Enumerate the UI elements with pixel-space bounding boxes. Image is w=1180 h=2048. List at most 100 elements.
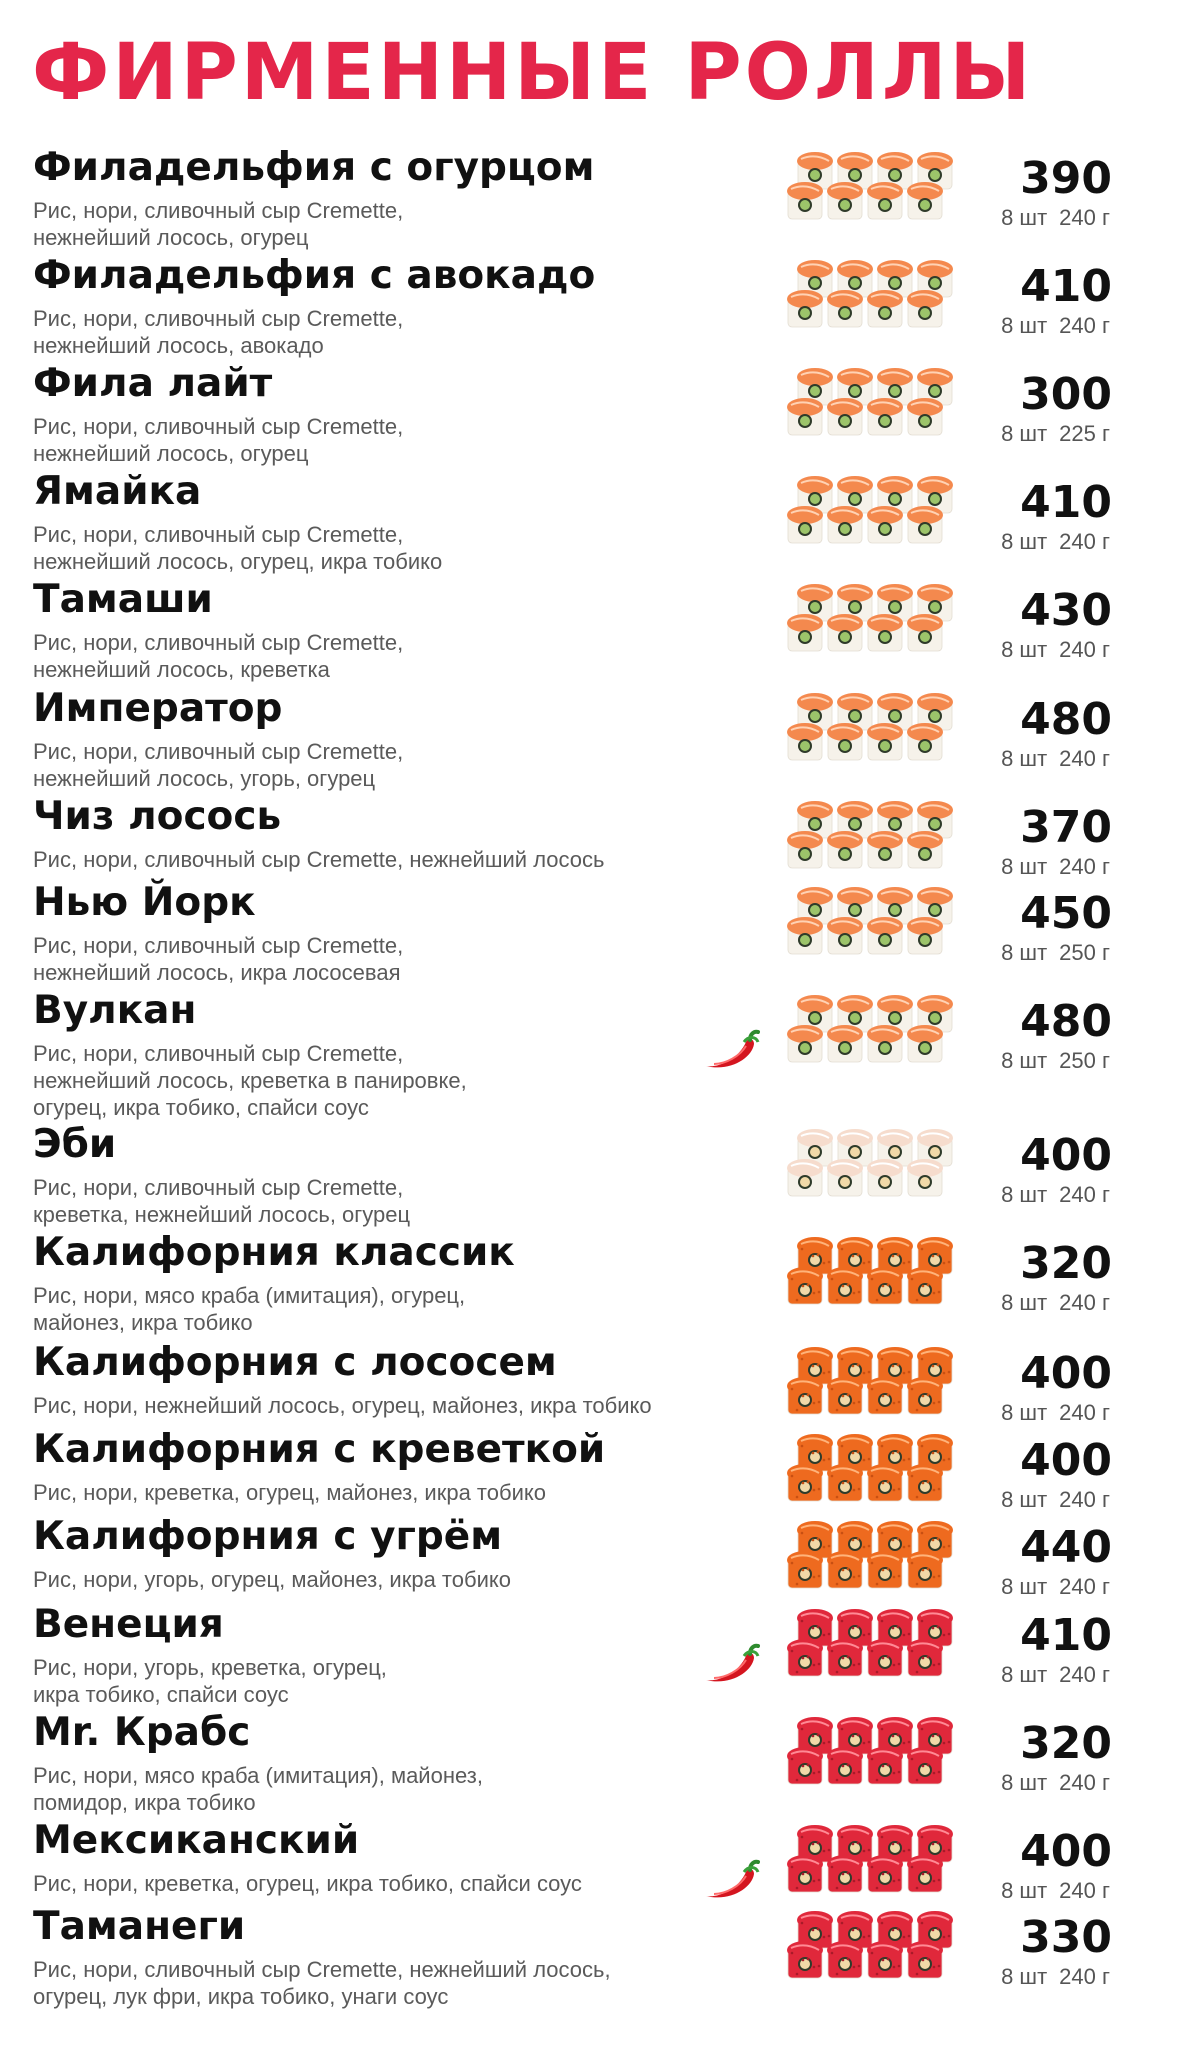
item-price: 410 <box>1020 1610 1112 1661</box>
roll-piece <box>787 917 823 955</box>
roll-piece <box>867 1464 903 1502</box>
item-name: Тамаши <box>33 577 213 622</box>
item-price: 480 <box>1020 694 1112 745</box>
roll-piece <box>907 1464 943 1502</box>
item-quantity: 8 шт <box>1001 1487 1048 1512</box>
item-quantity: 8 шт <box>1001 1662 1048 1687</box>
roll-piece <box>827 1267 863 1305</box>
item-description: Рис, нори, сливочный сыр Cremette, нежне… <box>33 198 404 250</box>
item-description: Рис, нори, сливочный сыр Cremette, нежне… <box>33 739 404 791</box>
item-name: Филадельфия с огурцом <box>33 145 595 190</box>
roll-piece <box>907 506 943 544</box>
item-meta: 8 шт 240 г <box>1001 1662 1110 1688</box>
roll-piece <box>877 1609 913 1647</box>
item-description: Рис, нори, сливочный сыр Cremette, нежне… <box>33 306 404 358</box>
item-meta: 8 шт 240 г <box>1001 1182 1110 1208</box>
roll-photo <box>787 476 953 544</box>
roll-piece <box>797 152 833 190</box>
item-weight: 240 г <box>1059 1574 1110 1599</box>
roll-piece <box>827 614 863 652</box>
item-description: Рис, нори, креветка, огурец, майонез, ик… <box>33 1480 546 1505</box>
item-name: Филадельфия с авокадо <box>33 253 596 298</box>
roll-photo <box>787 1347 953 1415</box>
roll-piece <box>877 152 913 190</box>
roll-piece <box>907 1855 943 1893</box>
roll-piece <box>797 476 833 514</box>
roll-piece <box>867 1639 903 1677</box>
item-weight: 250 г <box>1059 940 1110 965</box>
item-quantity: 8 шт <box>1001 1878 1048 1903</box>
item-price: 370 <box>1020 802 1112 853</box>
chili-pepper-icon <box>706 1643 760 1682</box>
roll-piece <box>837 995 873 1033</box>
roll-piece <box>837 260 873 298</box>
item-price: 320 <box>1020 1718 1112 1769</box>
roll-photo <box>787 887 953 955</box>
roll-piece <box>827 1464 863 1502</box>
item-price: 440 <box>1020 1522 1112 1573</box>
roll-piece <box>917 1911 953 1949</box>
roll-piece <box>917 1825 953 1863</box>
item-price: 480 <box>1020 996 1112 1047</box>
item-description: Рис, нори, угорь, креветка, огурец, икра… <box>33 1655 387 1707</box>
roll-piece <box>867 182 903 220</box>
roll-piece <box>877 368 913 406</box>
item-quantity: 8 шт <box>1001 1182 1048 1207</box>
roll-piece <box>877 1129 913 1167</box>
roll-piece <box>787 1639 823 1677</box>
roll-piece <box>907 398 943 436</box>
item-description: Рис, нори, нежнейший лосось, огурец, май… <box>33 1393 652 1418</box>
roll-piece <box>837 801 873 839</box>
item-price: 330 <box>1020 1912 1112 1963</box>
roll-piece <box>877 693 913 731</box>
roll-photo <box>787 995 953 1063</box>
roll-piece <box>877 260 913 298</box>
roll-piece <box>867 1855 903 1893</box>
item-quantity: 8 шт <box>1001 205 1048 230</box>
roll-piece <box>797 1129 833 1167</box>
roll-piece <box>877 1434 913 1472</box>
roll-piece <box>797 1911 833 1949</box>
item-description: Рис, нори, сливочный сыр Cremette, нежне… <box>33 414 404 466</box>
roll-piece <box>877 584 913 622</box>
roll-piece <box>827 1551 863 1589</box>
roll-piece <box>787 182 823 220</box>
roll-piece <box>837 1129 873 1167</box>
roll-piece <box>797 887 833 925</box>
item-weight: 240 г <box>1059 205 1110 230</box>
item-price: 320 <box>1020 1238 1112 1289</box>
roll-piece <box>917 260 953 298</box>
roll-photo <box>787 1129 953 1197</box>
roll-piece <box>787 1855 823 1893</box>
roll-piece <box>877 1521 913 1559</box>
item-description: Рис, нори, сливочный сыр Cremette, нежне… <box>33 847 605 872</box>
item-weight: 240 г <box>1059 1662 1110 1687</box>
item-quantity: 8 шт <box>1001 313 1048 338</box>
roll-piece <box>837 1521 873 1559</box>
item-weight: 240 г <box>1059 1878 1110 1903</box>
item-price: 400 <box>1020 1435 1112 1486</box>
roll-piece <box>877 1717 913 1755</box>
roll-piece <box>917 152 953 190</box>
item-meta: 8 шт 250 г <box>1001 1048 1110 1074</box>
roll-piece <box>827 398 863 436</box>
roll-piece <box>787 1377 823 1415</box>
item-meta: 8 шт 240 г <box>1001 1290 1110 1316</box>
roll-piece <box>827 1159 863 1197</box>
roll-piece <box>827 506 863 544</box>
roll-piece <box>907 1941 943 1979</box>
item-meta: 8 шт 240 г <box>1001 205 1110 231</box>
item-quantity: 8 шт <box>1001 1048 1048 1073</box>
roll-piece <box>867 1159 903 1197</box>
item-meta: 8 шт 240 г <box>1001 1878 1110 1904</box>
roll-piece <box>827 1941 863 1979</box>
item-quantity: 8 шт <box>1001 854 1048 879</box>
roll-piece <box>907 290 943 328</box>
item-name: Вулкан <box>33 988 197 1033</box>
roll-piece <box>917 693 953 731</box>
roll-piece <box>837 1237 873 1275</box>
roll-piece <box>797 1609 833 1647</box>
item-weight: 240 г <box>1059 529 1110 554</box>
roll-piece <box>787 831 823 869</box>
item-weight: 240 г <box>1059 1400 1110 1425</box>
